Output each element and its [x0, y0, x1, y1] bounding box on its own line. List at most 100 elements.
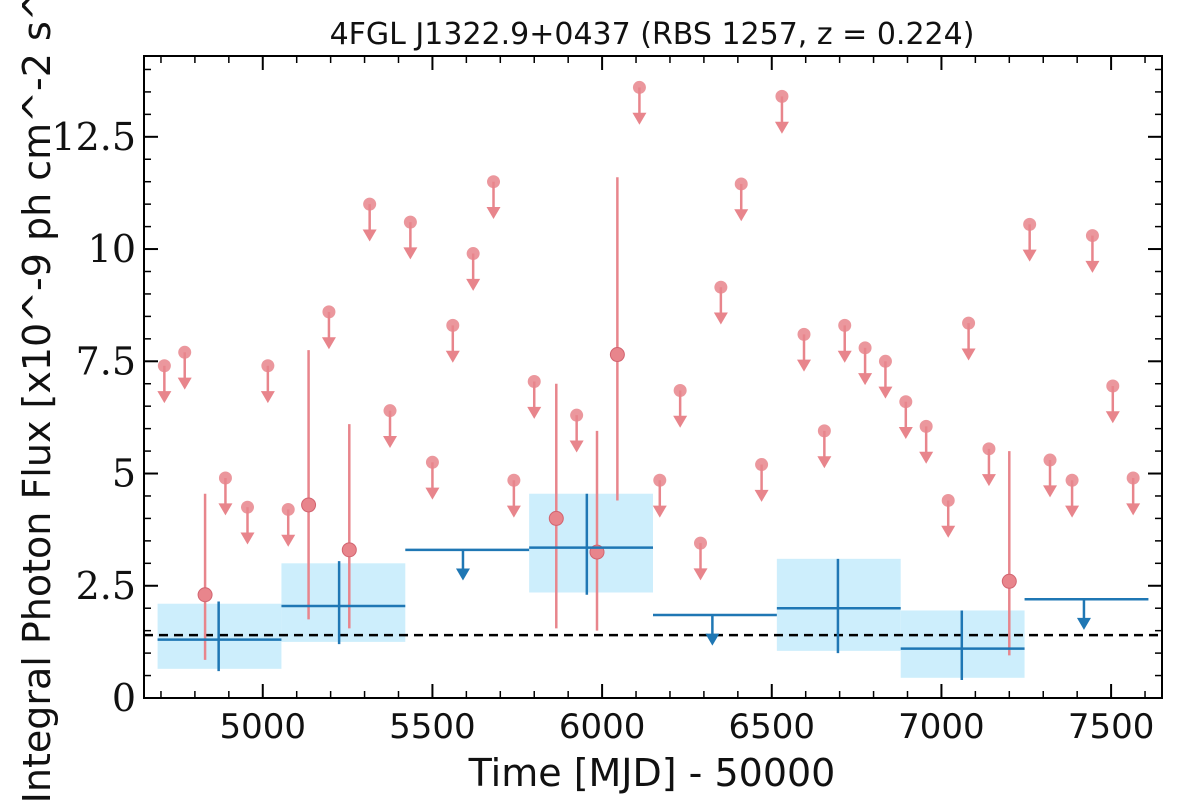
monthly-upper-limit-arrow [177, 377, 192, 390]
monthly-upper-limit-arrow [632, 112, 647, 125]
monthly-upper-limit-arrow [383, 435, 398, 448]
monthly-upper-limit-point [218, 471, 232, 485]
monthly-upper-limit-arrow [817, 456, 832, 469]
monthly-upper-limit-point [507, 473, 521, 487]
monthly-upper-limit-arrow [734, 209, 749, 222]
yearly-upper-limit-arrow [1076, 617, 1091, 630]
monthly-point [341, 542, 357, 558]
monthly-upper-limit-arrow [981, 474, 996, 487]
y-tick-label: 0 [112, 676, 136, 720]
monthly-upper-limit-arrow [527, 406, 542, 419]
monthly-upper-limit-arrow [506, 505, 521, 518]
x-tick-label: 6000 [559, 707, 646, 747]
y-tick-label: 12.5 [51, 115, 136, 159]
y-tick-label: 10 [88, 227, 136, 271]
monthly-upper-limit-point [797, 327, 811, 341]
plot-area [144, 80, 1162, 681]
ticks: 5000 5500 6000 6500 7000 7500 0 2.5 5 7.5 10 12.5 [51, 56, 1162, 747]
monthly-upper-limit-point [982, 442, 996, 456]
monthly-upper-limit-point [878, 354, 892, 368]
monthly-upper-limit-point [261, 359, 275, 373]
monthly-point [1001, 573, 1017, 589]
monthly-upper-limit-arrow [157, 391, 172, 404]
monthly-upper-limit-point [755, 458, 769, 472]
yearly-bin-band [281, 563, 406, 642]
monthly-point [609, 347, 625, 363]
monthly-upper-limit-arrow [919, 451, 934, 464]
monthly-upper-limit-point [487, 175, 501, 189]
monthly-upper-limit-point [858, 341, 872, 355]
monthly-upper-limit-arrow [837, 350, 852, 363]
monthly-upper-limit-arrow [1126, 503, 1141, 516]
monthly-upper-limit-point [383, 404, 397, 418]
monthly-upper-limit-point [653, 473, 667, 487]
chart-title: 4FGL J1322.9+0437 (RBS 1257, z = 0.224) [330, 17, 975, 52]
monthly-upper-limit-point [1065, 473, 1079, 487]
monthly-upper-limit-arrow [281, 534, 296, 547]
monthly-upper-limit-arrow [673, 415, 688, 428]
y-tick-label: 2.5 [76, 564, 136, 608]
monthly-upper-limit-point [1085, 229, 1099, 243]
monthly-upper-limit-arrow [362, 229, 377, 242]
monthly-upper-limit-point [157, 359, 171, 373]
monthly-upper-limit-arrow [652, 505, 667, 518]
monthly-upper-limit-point [838, 318, 852, 332]
monthly-upper-limit-point [632, 80, 646, 94]
monthly-upper-limit-arrow [240, 532, 255, 545]
monthly-upper-limit-arrow [218, 503, 233, 516]
yearly-upper-limit-arrow [705, 633, 720, 646]
monthly-upper-limit-arrow [466, 278, 481, 291]
monthly-upper-limit-arrow [1105, 411, 1120, 424]
x-tick-label: 6500 [729, 707, 816, 747]
monthly-upper-limit-point [425, 455, 439, 469]
monthly-upper-limit-arrow [713, 312, 728, 325]
monthly-upper-limit-point [694, 536, 708, 550]
monthly-point [301, 497, 317, 513]
monthly-upper-limit-arrow [754, 489, 769, 502]
monthly-upper-limit-arrow [1043, 485, 1058, 498]
monthly-upper-limit-point [1106, 379, 1120, 393]
x-tick-label: 5000 [220, 707, 307, 747]
monthly-upper-limit-point [1126, 471, 1140, 485]
monthly-upper-limit-arrow [797, 359, 812, 372]
monthly-upper-limit-arrow [878, 386, 893, 399]
x-axis-label: Time [MJD] - 50000 [468, 751, 836, 795]
monthly-upper-limit-point [734, 177, 748, 191]
monthly-upper-limit-arrow [858, 373, 873, 386]
monthly-upper-limit-arrow [898, 427, 913, 440]
monthly-upper-limit-arrow [569, 440, 584, 453]
monthly-upper-limit-arrow [425, 487, 440, 500]
monthly-upper-limit-point [466, 247, 480, 261]
y-axis-label: Integral Photon Flux [x10^-9 ph cm^-2 s^… [15, 0, 59, 800]
monthly-upper-limit-point [962, 316, 976, 330]
monthly-upper-limit-point [527, 374, 541, 388]
monthly-upper-limit-point [322, 305, 336, 319]
x-tick-label: 7000 [898, 707, 985, 747]
monthly-upper-limit-arrow [260, 391, 275, 404]
monthly-upper-limit-arrow [941, 525, 956, 538]
monthly-upper-limit-point [363, 197, 377, 211]
monthly-upper-limit-arrow [403, 247, 418, 260]
monthly-upper-limit-point [446, 318, 460, 332]
monthly-upper-limit-point [817, 424, 831, 438]
monthly-upper-limit-point [1023, 217, 1037, 231]
monthly-upper-limit-arrow [774, 121, 789, 134]
yearly-bin-band [529, 493, 653, 593]
monthly-upper-limit-arrow [321, 337, 336, 350]
monthly-upper-limit-arrow [1065, 505, 1080, 518]
monthly-upper-limit-point [570, 408, 584, 422]
y-tick-label: 7.5 [76, 339, 136, 383]
monthly-upper-limit-point [178, 345, 192, 359]
yearly-upper-limit-arrow [455, 568, 470, 581]
monthly-upper-limit-arrow [693, 568, 708, 581]
monthly-point [548, 510, 564, 526]
monthly-upper-limit-point [775, 89, 789, 103]
monthly-upper-limit-point [941, 493, 955, 507]
monthly-upper-limit-point [899, 395, 913, 409]
monthly-point [197, 587, 213, 603]
monthly-upper-limit-point [919, 419, 933, 433]
monthly-upper-limit-point [673, 383, 687, 397]
monthly-upper-limit-arrow [961, 348, 976, 361]
